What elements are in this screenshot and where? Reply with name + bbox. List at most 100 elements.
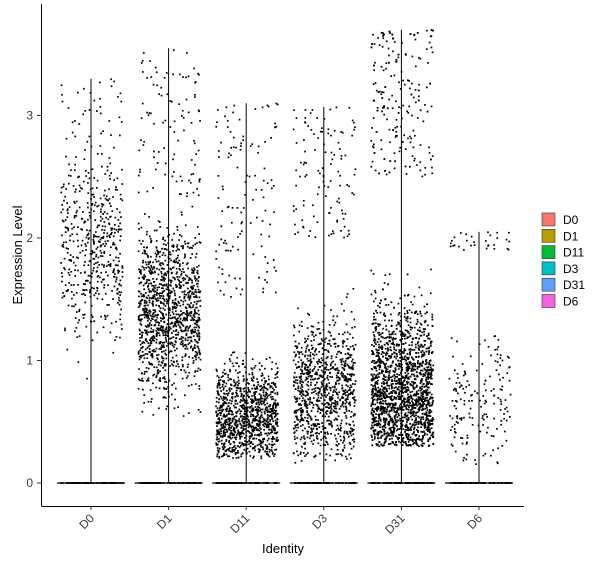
data-point (240, 211, 243, 214)
data-point (151, 330, 154, 333)
data-point (115, 256, 117, 259)
data-point (180, 235, 183, 238)
data-point (320, 408, 322, 411)
data-point (345, 394, 347, 396)
data-point (147, 379, 150, 382)
data-point (350, 367, 353, 370)
data-point (348, 233, 350, 236)
data-point (138, 328, 141, 331)
data-point (253, 447, 256, 449)
data-point (254, 427, 257, 429)
data-point (237, 395, 239, 397)
data-point (335, 368, 338, 370)
data-point (168, 309, 171, 312)
data-point (221, 210, 224, 212)
data-point (254, 449, 256, 452)
data-point (161, 284, 164, 287)
data-point (346, 235, 349, 237)
data-point (317, 387, 319, 390)
data-point (160, 302, 162, 304)
data-point (345, 415, 347, 417)
data-point (295, 169, 297, 172)
data-point (293, 334, 295, 337)
data-point (276, 372, 278, 375)
data-point (348, 409, 350, 412)
data-point (317, 368, 320, 371)
data-point (153, 373, 156, 376)
data-point (98, 240, 100, 243)
data-point (325, 386, 327, 388)
data-point (99, 106, 102, 108)
data-point (91, 250, 93, 252)
data-point (179, 175, 182, 178)
data-point (387, 343, 389, 346)
data-point (182, 312, 184, 314)
data-point (144, 325, 147, 327)
data-point (303, 399, 306, 402)
data-point (182, 345, 185, 348)
data-point (318, 350, 320, 353)
data-point (118, 291, 121, 293)
data-point (216, 443, 219, 446)
data-point (335, 429, 338, 431)
data-point (145, 307, 148, 310)
data-point (344, 389, 347, 391)
data-point (172, 244, 175, 246)
data-point (194, 296, 197, 298)
data-point (266, 262, 269, 264)
data-point (302, 394, 305, 396)
data-point (235, 362, 237, 364)
data-point (272, 387, 274, 390)
data-point (141, 354, 143, 357)
data-point (171, 344, 174, 347)
data-point (142, 380, 144, 382)
data-point (252, 438, 254, 440)
data-point (348, 393, 351, 395)
data-point (243, 398, 246, 401)
data-point (294, 410, 296, 412)
data-point (262, 196, 265, 199)
data-point (147, 261, 150, 263)
data-point (102, 130, 104, 133)
data-point (235, 438, 237, 441)
data-point (168, 379, 171, 382)
data-point (234, 431, 237, 434)
data-point (186, 375, 189, 377)
data-point (216, 455, 218, 458)
data-point (248, 175, 251, 178)
data-point (150, 266, 153, 269)
data-point (160, 320, 162, 322)
data-point (164, 334, 167, 337)
data-point (83, 221, 86, 224)
data-point (190, 173, 193, 176)
data-point (154, 293, 156, 296)
data-point (109, 264, 112, 267)
data-point (219, 435, 222, 438)
data-point (294, 397, 297, 400)
data-point (319, 389, 321, 391)
data-point (324, 391, 326, 394)
data-point (219, 414, 222, 417)
data-point (242, 404, 244, 407)
data-point (300, 460, 303, 462)
data-point (235, 447, 237, 449)
data-point (182, 268, 184, 270)
data-point (163, 363, 166, 365)
data-point (175, 318, 178, 321)
data-point (264, 412, 266, 415)
data-point (119, 313, 122, 316)
data-point (75, 211, 78, 214)
data-point (324, 432, 327, 435)
data-point (324, 415, 327, 418)
data-point (251, 434, 253, 436)
data-point (253, 455, 255, 458)
data-point (306, 410, 308, 412)
data-point (318, 358, 320, 361)
data-point (324, 394, 326, 397)
data-point (327, 443, 329, 446)
data-point (220, 424, 223, 427)
data-point (196, 242, 198, 244)
data-point (109, 265, 112, 268)
data-point (226, 119, 229, 122)
data-point (311, 388, 314, 391)
